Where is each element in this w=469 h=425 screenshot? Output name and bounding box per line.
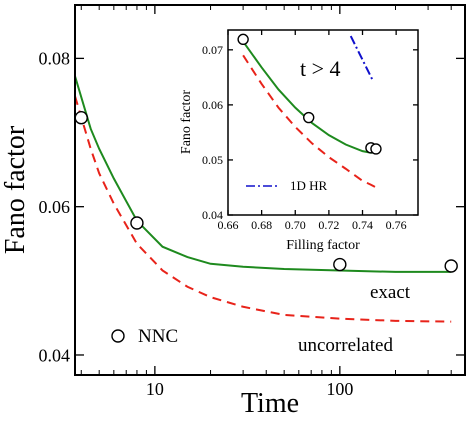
x-tick-label: 0.72 [318, 218, 339, 232]
x-tick-label: 0.68 [251, 218, 272, 232]
line-series [242, 40, 377, 154]
marker [444, 259, 458, 273]
y-tick-label: 0.06 [202, 98, 223, 112]
x-axis-label: Time [241, 388, 299, 419]
marker [303, 111, 315, 124]
annotation: t > 4 [300, 56, 341, 81]
marker [333, 257, 347, 272]
plot-frame [227, 29, 419, 216]
marker [74, 111, 88, 125]
series-label: uncorrelated [298, 335, 393, 356]
x-tick-label: 0.76 [386, 218, 407, 232]
plot-area [228, 30, 418, 215]
x-tick-label: 0.74 [352, 218, 373, 232]
y-tick-label: 0.08 [39, 49, 71, 69]
line-series [349, 35, 374, 81]
line-series [75, 95, 452, 323]
line-series [242, 54, 377, 189]
y-tick-label: 0.04 [39, 345, 71, 365]
y-axis-label: Fano factor [179, 90, 194, 154]
y-tick-label: 0.07 [202, 43, 223, 57]
plot-content [242, 35, 377, 189]
plot-frame [74, 4, 466, 376]
x-tick-label: 10 [146, 379, 164, 399]
legend-label: 1D HR [290, 178, 328, 193]
y-axis-label: Fano factor [0, 125, 31, 254]
x-axis-label: Filling factor [286, 238, 360, 253]
x-tick-label: 0.66 [218, 218, 239, 232]
series-label: exact [370, 282, 411, 303]
legend-label: NNC [138, 326, 178, 347]
y-tick-label: 0.06 [39, 197, 71, 217]
x-tick-label: 0.70 [285, 218, 306, 232]
marker [370, 143, 382, 155]
y-tick-label: 0.05 [202, 153, 223, 167]
x-tick-label: 100 [326, 379, 353, 399]
marker [237, 33, 249, 46]
y-tick-label: 0.04 [202, 208, 223, 222]
legend-marker [111, 329, 125, 343]
inset-plot: 0.66 0.68 0.70 0.72 0.74 0.76 0.04 0.05 0.06 0.07… [179, 29, 419, 253]
marker [130, 216, 144, 230]
